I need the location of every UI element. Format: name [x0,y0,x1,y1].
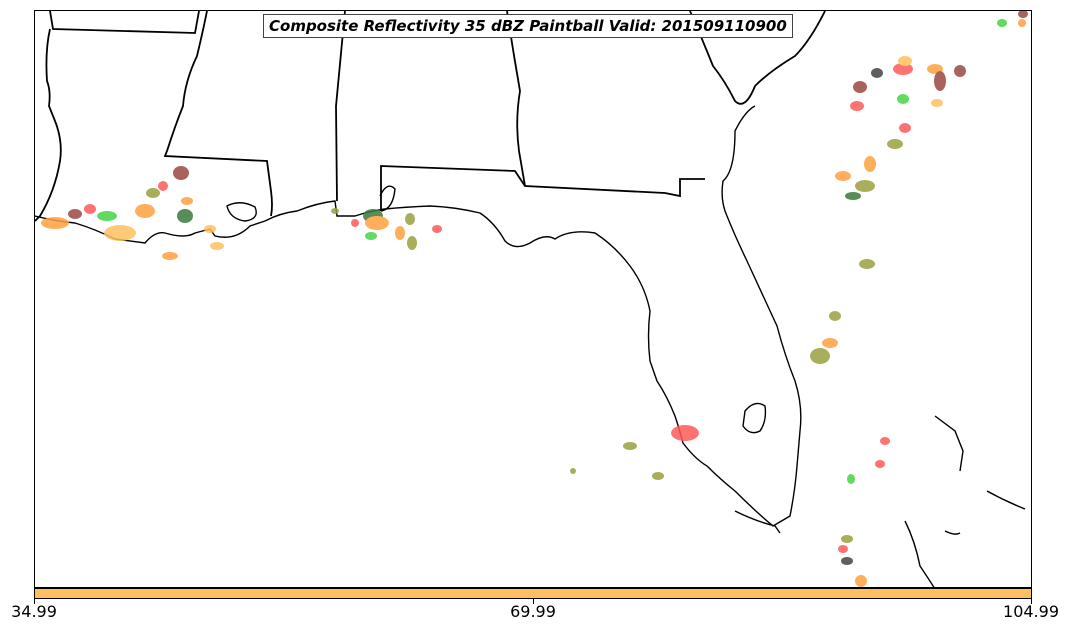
colorbar [34,588,1032,599]
storm-cell [97,211,117,221]
coastline [35,105,1026,587]
storm-cell [1018,19,1026,27]
storm-cell [158,181,168,191]
storm-cell [1018,11,1028,18]
florida-keys [734,510,781,534]
map-svg [35,11,1028,587]
storm-cell [41,217,69,229]
mobile-bay [379,185,396,212]
georgia-carolina-line [689,11,826,105]
colorbar-tick-middle [533,599,534,604]
storm-cell [850,101,864,111]
storm-cell [864,156,876,172]
alabama-florida-line [380,165,705,211]
storm-cell [822,338,838,348]
storm-cell [810,348,830,364]
storm-cell [181,197,193,205]
storm-cell [135,204,155,218]
storm-cell [845,192,861,200]
storm-cell [887,139,903,149]
storm-cell [365,216,389,230]
storm-cell [954,65,966,77]
storm-cell [841,557,853,565]
storm-cell [997,19,1007,27]
storm-cell [847,474,855,484]
storm-cell [162,252,178,260]
bahamas-abaco [986,490,1026,510]
storm-cell [173,166,189,180]
storm-cell [68,209,82,219]
storm-cell [899,123,911,133]
storm-cell [841,535,853,543]
storm-cell [395,226,405,240]
storm-cell [871,68,883,78]
mississippi-alabama-line [335,11,346,202]
storm-cell [351,219,359,227]
storm-cell [934,71,946,91]
reflectivity-blobs [41,11,1028,587]
lake-okeechobee [742,402,767,434]
colorbar-tick-right [1031,599,1032,604]
arkansas-louisiana-line [49,11,200,34]
storm-cell [855,575,867,587]
storm-cell [407,236,417,250]
colorbar-label-right: 104.99 [1003,602,1059,621]
storm-cell [210,242,224,250]
bahamas-andros [934,415,964,472]
storm-cell [835,171,851,181]
storm-cell [897,94,909,104]
colorbar-tick-left [34,599,35,604]
bahamas-small [944,530,961,535]
storm-cell [623,442,637,450]
mississippi-western-border [163,11,273,217]
storm-cell [875,460,885,468]
storm-cell [84,204,96,214]
storm-cell [177,209,193,223]
storm-cell [365,232,377,240]
storm-cell [204,225,216,233]
storm-cell [671,425,699,441]
map-panel [34,10,1032,588]
lake-pontchartrain [226,202,257,222]
storm-cell [652,472,664,480]
storm-cell [829,311,841,321]
storm-cell [859,259,875,269]
storm-cell [432,225,442,233]
storm-cell [931,99,943,107]
cuba-coast [904,520,935,587]
storm-cell [855,180,875,192]
storm-cell [838,545,848,553]
colorbar-label-middle: 69.99 [510,602,556,621]
storm-cell [405,213,415,225]
storm-cell [893,63,913,75]
storm-cell [570,468,576,474]
storm-cell [880,437,890,445]
gulf-coast [35,105,802,527]
storm-cell [146,188,160,198]
colorbar-label-left: 34.99 [11,602,57,621]
map-title: Composite Reflectivity 35 dBZ Paintball … [263,14,793,38]
mississippi-river-border [35,28,62,222]
storm-cell [898,56,912,66]
storm-cell [331,208,339,214]
storm-cell [104,225,136,241]
storm-cell [853,81,867,93]
